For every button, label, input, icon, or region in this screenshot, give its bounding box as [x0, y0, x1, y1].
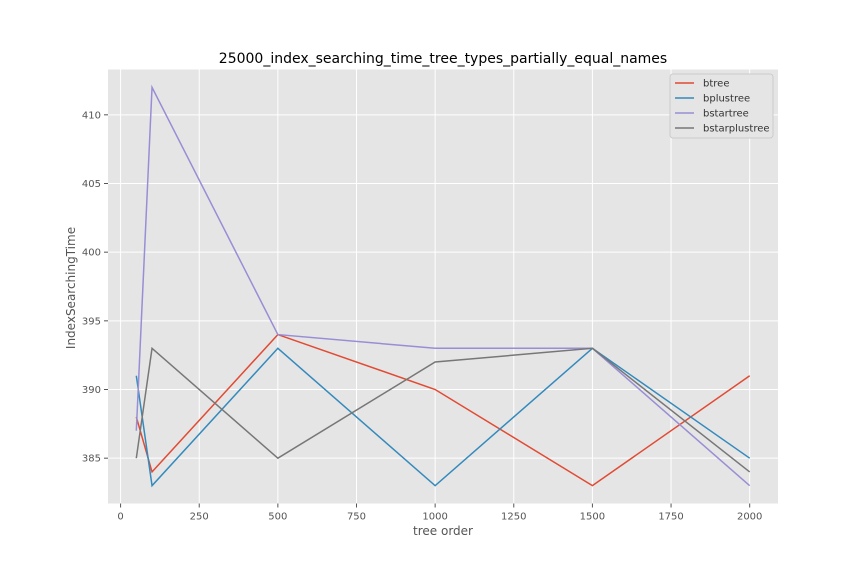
y-tick-label: 400 [82, 248, 101, 259]
x-axis-label: tree order [413, 524, 473, 538]
x-tick-label: 2000 [737, 512, 762, 523]
y-tick-label: 405 [82, 179, 101, 190]
legend-label-bstarplustree: bstarplustree [703, 124, 770, 135]
x-tick-label: 1750 [658, 512, 683, 523]
legend: btree bplustree bstartree bstarplustree [669, 73, 774, 139]
y-axis-label: IndexSearchingTime [64, 227, 78, 349]
x-tick-label: 1000 [422, 512, 447, 523]
y-axis-ticks: 385 390 395 400 405 410 [82, 110, 108, 465]
series-line-bplustree [135, 347, 751, 488]
x-tick-label: 1250 [501, 512, 526, 523]
grid-lines [108, 69, 778, 504]
x-tick-label: 1500 [580, 512, 605, 523]
y-tick-label: 390 [82, 385, 101, 396]
x-tick-label: 750 [347, 512, 366, 523]
legend-label-bplustree: bplustree [703, 94, 750, 105]
y-tick-label: 395 [82, 316, 101, 327]
y-tick-label: 410 [82, 110, 101, 121]
legend-box [669, 73, 774, 139]
series-line-bstarplustree [135, 346, 751, 473]
chart-title: 25000_index_searching_time_tree_types_pa… [219, 51, 667, 67]
legend-label-btree: btree [703, 79, 729, 90]
y-tick-label: 385 [82, 454, 101, 465]
x-tick-label: 250 [190, 512, 209, 523]
plot-background [108, 69, 778, 504]
x-axis-ticks: 0 250 500 750 1000 1250 1500 1750 2000 [117, 503, 762, 523]
legend-label-bstartree: bstartree [703, 109, 749, 120]
series-lines [135, 84, 751, 488]
x-tick-label: 500 [268, 512, 287, 523]
x-tick-label: 0 [117, 512, 123, 523]
series-line-bstartree [135, 84, 751, 487]
